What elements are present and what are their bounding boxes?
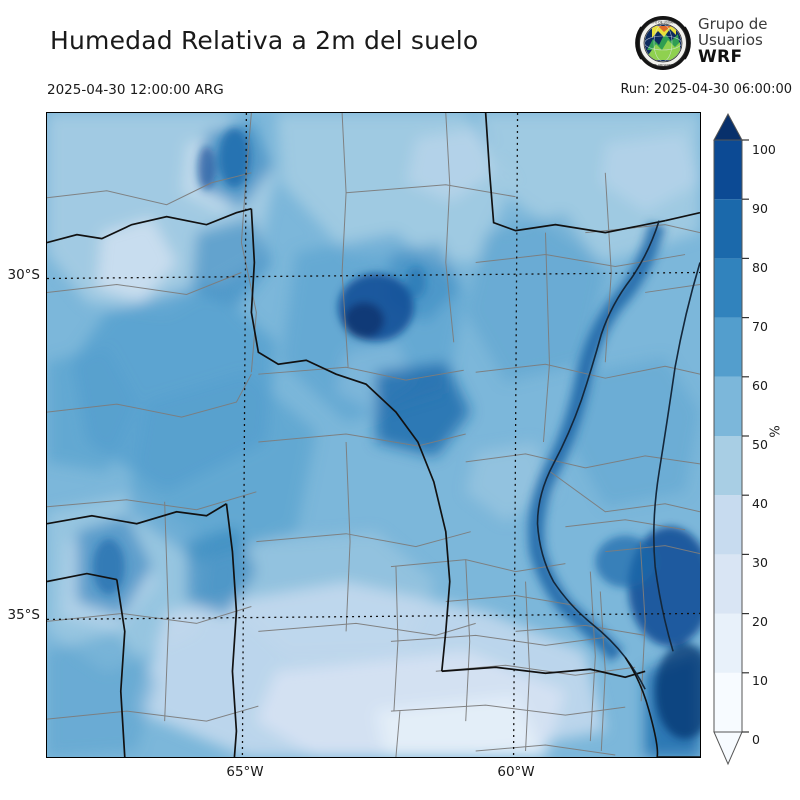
svg-text:WRF ARGENTINA: WRF ARGENTINA <box>650 64 677 68</box>
colorbar-tick-label: 70 <box>752 319 768 334</box>
colorbar-tick-label: 10 <box>752 673 768 688</box>
svg-text:GRUPO DE USUARIOS: GRUPO DE USUARIOS <box>646 21 680 25</box>
colorbar-extend-min <box>713 731 743 766</box>
colorbar-bands <box>713 112 743 766</box>
lat-label: 35°S <box>7 607 41 623</box>
wrf-user-group-logo: GRUPO DE USUARIOS WRF ARGENTINA Grupo de… <box>634 14 794 76</box>
colorbar-tick-label: 50 <box>752 437 768 452</box>
humidity-contour-bands <box>47 113 700 757</box>
graticule-lat-line <box>47 612 700 621</box>
lat-label: 30°S <box>7 267 41 283</box>
page-title: Humedad Relativa a 2m del suelo <box>50 26 479 55</box>
humidity-map[interactable] <box>46 112 701 758</box>
colorbar-tick-label: 0 <box>752 732 760 747</box>
river-humidity-corridor <box>526 222 667 664</box>
graticule-lines <box>47 113 700 757</box>
lon-label: 60°W <box>497 764 535 780</box>
country-borders <box>47 113 700 757</box>
run-time-label: Run: 2025-04-30 06:00:00 <box>620 82 792 97</box>
lon-label: 65°W <box>226 764 264 780</box>
colorbar-tick-label: 90 <box>752 201 768 216</box>
colorbar-tick-label: 100 <box>752 142 776 157</box>
colorbar-ticks <box>742 139 749 733</box>
logo-line-3: WRF <box>698 47 743 68</box>
valid-time-label: 2025-04-30 12:00:00 ARG <box>47 82 224 98</box>
graticule-lat-line <box>47 271 700 280</box>
colorbar[interactable]: 0 10 20 30 40 50 60 70 80 90 100 <box>706 112 800 772</box>
colorbar-tick-label: 60 <box>752 378 768 393</box>
coastline <box>624 656 700 757</box>
province-boundaries <box>47 113 700 757</box>
colorbar-unit-label: % <box>768 425 784 438</box>
colorbar-canvas <box>713 112 749 766</box>
logo-line-1: Grupo de <box>698 15 768 33</box>
colorbar-tick-label: 40 <box>752 496 768 511</box>
wrf-globe-emblem-icon: GRUPO DE USUARIOS WRF ARGENTINA <box>635 16 691 70</box>
colorbar-tick-label: 80 <box>752 260 768 275</box>
colorbar-tick-label: 20 <box>752 614 768 629</box>
colorbar-extend-max <box>714 114 742 140</box>
humidity-map-canvas <box>47 113 700 757</box>
colorbar-tick-label: 30 <box>752 555 768 570</box>
logo-line-2: Usuarios <box>698 31 763 50</box>
